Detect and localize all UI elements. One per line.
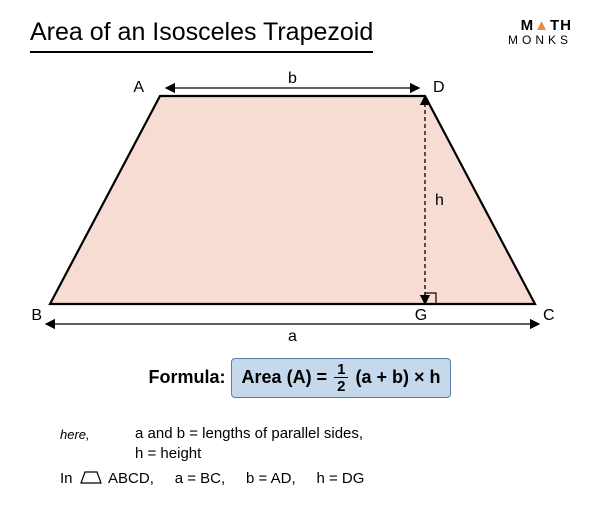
svg-text:b: b [288,70,297,87]
formula-box: Area (A) = 1 2 (a + b) × h [231,358,452,398]
legend-line-3: In ABCD, a = BC, b = AD, h = DG [60,470,364,488]
brand-logo: M▲TH MONKS [508,18,572,46]
page-title: Area of an Isosceles Trapezoid [30,18,373,53]
svg-text:D: D [433,79,445,96]
legend3-b: b = AD, [246,470,296,487]
svg-text:G: G [415,307,427,324]
fraction-denominator: 2 [334,378,348,394]
legend3-a: a = BC, [175,470,225,487]
legend3-shape: ABCD, [108,470,154,487]
diagram-svg: A D B C Gb a h [30,68,570,342]
svg-text:A: A [133,79,144,96]
trapezoid-diagram: A D B C Gb a h [30,68,570,342]
formula-lhs: Area (A) = [242,367,328,387]
trapezoid-icon [80,471,102,488]
formula-row: Formula: Area (A) = 1 2 (a + b) × h [0,358,600,398]
legend-line-1: a and b = lengths of parallel sides, [135,425,363,442]
legend-here: here, [60,427,90,442]
legend-line-2: h = height [135,445,201,462]
formula-rhs: (a + b) × h [355,367,440,387]
formula-label: Formula: [149,367,226,387]
logo-bottom-line: MONKS [508,34,572,47]
legend3-h: h = DG [316,470,364,487]
logo-top-line: M▲TH [508,18,572,34]
logo-m: M [521,17,535,34]
svg-text:a: a [288,328,297,342]
svg-text:h: h [435,192,444,209]
legend3-pre: In [60,470,73,487]
formula-fraction: 1 2 [334,362,348,394]
fraction-numerator: 1 [334,362,348,378]
logo-triangle-icon: ▲ [534,17,550,34]
svg-text:B: B [31,307,42,324]
logo-th: TH [550,17,572,34]
svg-text:C: C [543,307,555,324]
